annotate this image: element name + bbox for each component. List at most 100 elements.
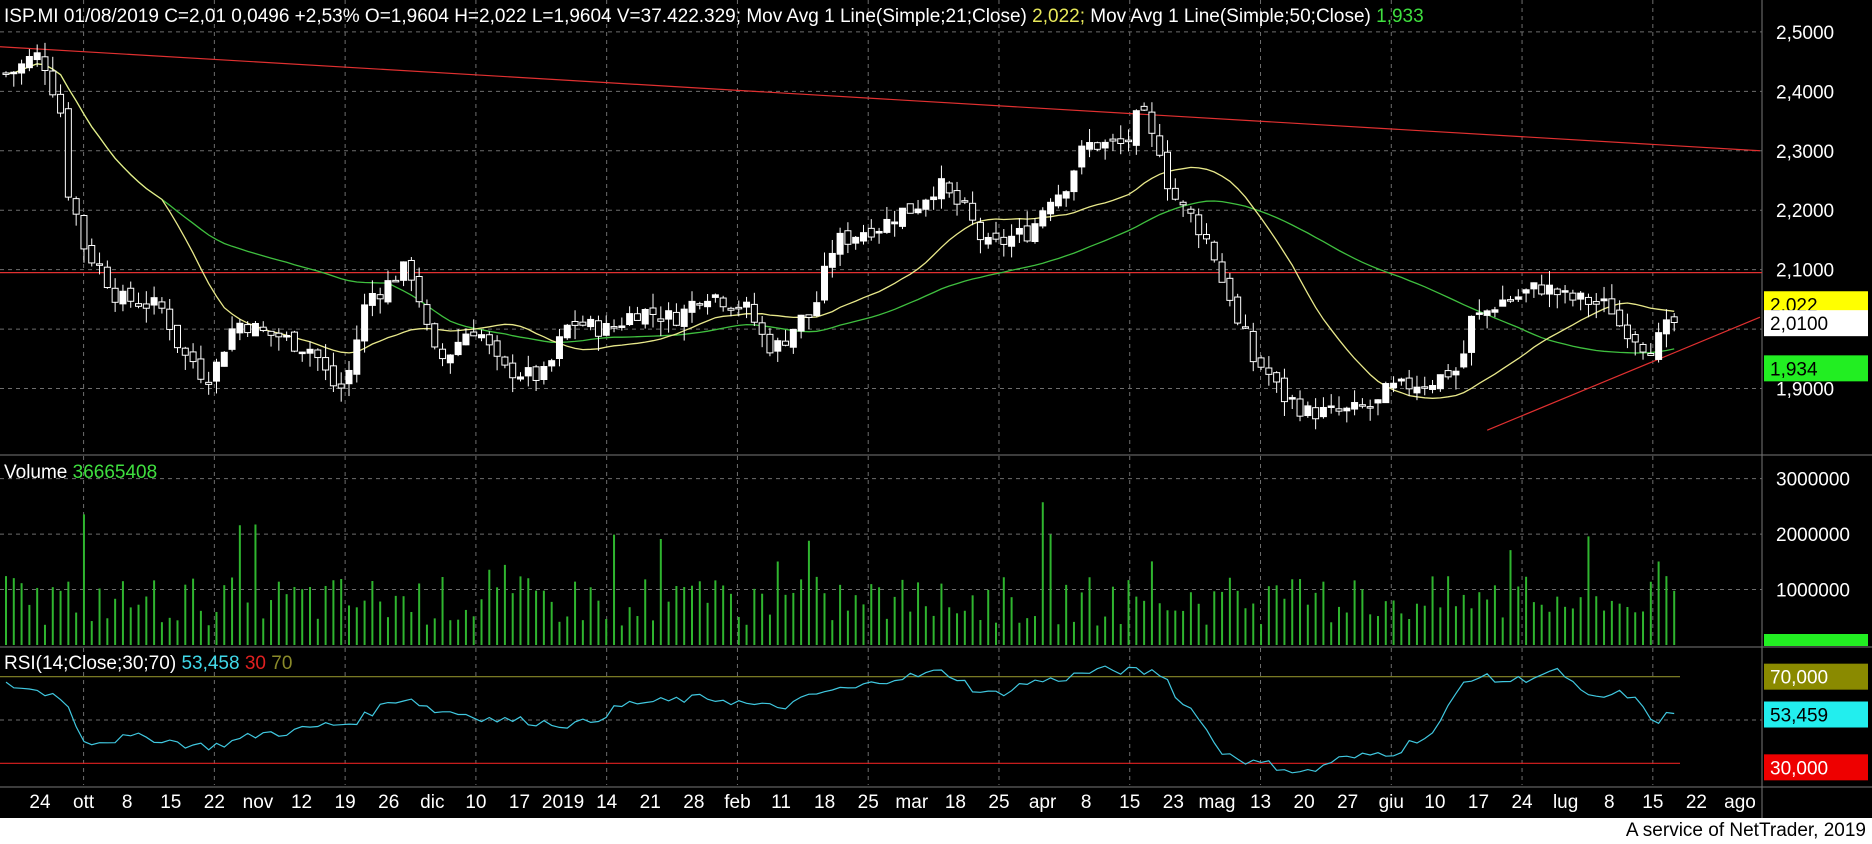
candle-body xyxy=(1530,282,1538,290)
ticker-info: ISP.MI 01/08/2019 C=2,01 0,0496 +2,53% O… xyxy=(4,6,742,27)
candle-body xyxy=(392,279,400,283)
candle-body xyxy=(119,290,127,305)
price-tick-label: 2,3000 xyxy=(1776,142,1834,163)
candle-body xyxy=(1335,408,1343,412)
candle-body xyxy=(1195,214,1203,236)
ma50-badge-bg xyxy=(1764,355,1868,382)
candle-body xyxy=(49,70,57,96)
candle-body xyxy=(641,309,649,325)
candle-body xyxy=(1647,352,1655,356)
candle-body xyxy=(111,287,119,303)
date-tick-label: 15 xyxy=(160,792,181,813)
candle-body xyxy=(64,108,72,198)
candle-body xyxy=(244,324,252,334)
candle-body xyxy=(821,265,829,301)
candle-body xyxy=(1452,370,1460,376)
ma50-label: Mov Avg 1 Line(Simple;50;Close) xyxy=(1090,6,1371,27)
date-tick-label: 26 xyxy=(378,792,399,813)
candle-body xyxy=(696,303,704,306)
candle-body xyxy=(548,360,556,367)
candle-body xyxy=(41,56,49,72)
candle-body xyxy=(594,320,602,337)
candle-body xyxy=(353,339,361,375)
candle-body xyxy=(1382,383,1390,404)
candle-body xyxy=(774,340,782,352)
candle-body xyxy=(368,292,376,306)
date-tick-label: 24 xyxy=(29,792,51,813)
candle-body xyxy=(1257,357,1265,368)
candle-body xyxy=(1592,301,1600,305)
candle-body xyxy=(166,308,174,330)
candle-body xyxy=(1125,139,1133,143)
candle-body xyxy=(1078,145,1086,168)
volume-legend: Volume 36665408 xyxy=(4,462,157,484)
ma50-line xyxy=(5,63,1675,354)
candle-body xyxy=(478,334,486,339)
candle-body xyxy=(446,354,454,364)
candle-body xyxy=(1086,142,1094,150)
date-tick-label: mar xyxy=(895,792,928,813)
candle-body xyxy=(1444,370,1452,378)
candle-body xyxy=(1187,208,1195,214)
candle-body xyxy=(516,376,524,380)
rsi-upper-badge-bg xyxy=(1764,663,1868,690)
date-tick-label: 2019 xyxy=(542,792,584,813)
candle-body xyxy=(72,198,80,215)
candle-body xyxy=(1070,170,1078,193)
candle-body xyxy=(859,232,867,242)
candle-body xyxy=(1491,309,1499,313)
candlesticks xyxy=(2,42,1678,430)
candle-body xyxy=(1132,110,1140,146)
candle-body xyxy=(766,333,774,354)
candle-body xyxy=(485,334,493,346)
candle-body xyxy=(1343,407,1351,412)
date-tick-label: 15 xyxy=(1119,792,1140,813)
date-tick-label: 22 xyxy=(204,792,225,813)
candle-body xyxy=(423,304,431,325)
volume-value: 36665408 xyxy=(72,462,158,483)
date-tick-label: 10 xyxy=(1424,792,1445,813)
candle-body xyxy=(1468,315,1476,353)
date-tick-label: 8 xyxy=(1604,792,1615,813)
candle-body xyxy=(150,297,158,306)
volume-tick-label: 3000000 xyxy=(1776,470,1850,491)
candle-body xyxy=(88,245,96,264)
candle-body xyxy=(579,321,587,326)
candle-body xyxy=(782,340,790,346)
candle-body xyxy=(384,280,392,303)
candle-body xyxy=(680,308,688,327)
candle-body xyxy=(1093,142,1101,150)
candle-body xyxy=(1234,296,1242,324)
candle-body xyxy=(205,381,213,385)
candle-body xyxy=(1522,289,1530,294)
candle-body xyxy=(1148,111,1156,134)
candle-body xyxy=(813,302,821,317)
candle-body xyxy=(1265,367,1273,375)
candle-body xyxy=(1366,406,1374,409)
candle-body xyxy=(1514,296,1522,300)
candle-body xyxy=(493,340,501,357)
candle-body xyxy=(1397,378,1405,382)
date-tick-label: 17 xyxy=(1468,792,1489,813)
date-axis: 24 ott 8 15 22 nov 12 19 26 dic 10 17 2019 14 21 28 feb 1… xyxy=(29,792,1755,813)
candle-body xyxy=(1483,310,1491,316)
date-tick-label: 14 xyxy=(596,792,618,813)
candle-body xyxy=(1499,299,1507,307)
candle-body xyxy=(127,287,135,302)
date-tick-label: 18 xyxy=(814,792,835,813)
candle-body xyxy=(984,236,992,245)
candle-body xyxy=(969,202,977,221)
candle-body xyxy=(462,333,470,346)
candle-body xyxy=(891,221,899,225)
date-tick-label: lug xyxy=(1553,792,1578,813)
candle-body xyxy=(283,334,291,338)
candle-body xyxy=(602,323,610,336)
candle-body xyxy=(1374,399,1382,404)
date-tick-label: 23 xyxy=(1163,792,1184,813)
candle-body xyxy=(930,196,938,201)
candle-body xyxy=(1210,241,1218,261)
candle-body xyxy=(945,182,953,194)
candle-body xyxy=(509,362,517,379)
candle-body xyxy=(1202,234,1210,240)
rsi-upper-badge: 70,000 xyxy=(1770,668,1828,689)
